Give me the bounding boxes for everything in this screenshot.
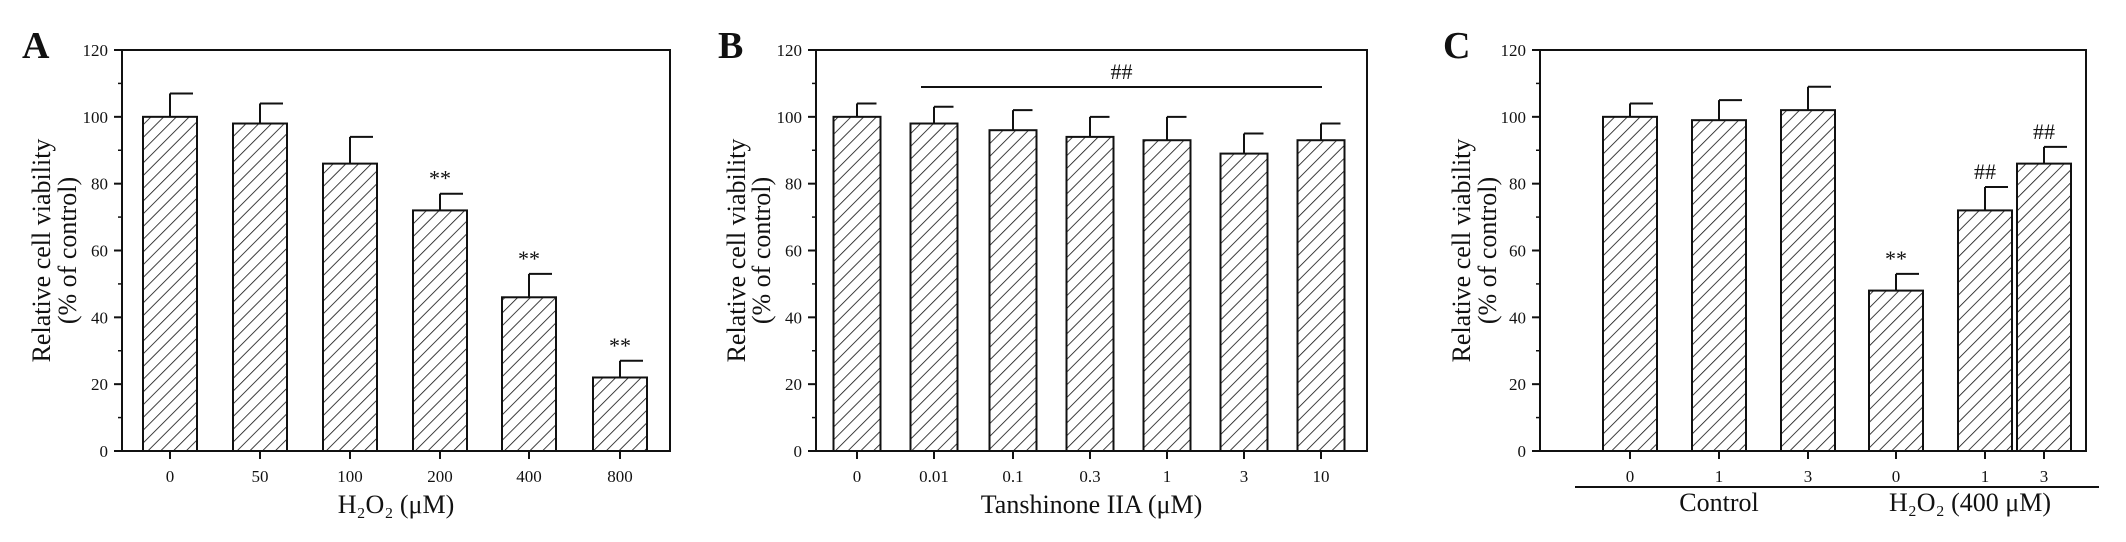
x-tick-label: 200 <box>427 467 453 486</box>
bar <box>909 122 959 453</box>
x-tick-label: 0 <box>166 467 175 486</box>
group-label: Control <box>1679 488 1758 517</box>
y-tick-label: 40 <box>91 308 108 327</box>
y-tick-label: 20 <box>91 375 108 394</box>
y-tick-label: 40 <box>785 308 802 327</box>
group-label: H₂O₂ (400 μM) <box>1889 488 2051 517</box>
x-tick-label: 100 <box>337 467 363 486</box>
panel-label: A <box>22 25 50 67</box>
x-tick-label: 0.3 <box>1079 467 1100 486</box>
x-tick-label: 3 <box>1804 467 1813 486</box>
bar <box>1219 152 1269 452</box>
bar <box>2016 162 2072 452</box>
x-tick-label: 400 <box>516 467 542 486</box>
significance-label: ** <box>1885 246 1907 271</box>
bar <box>1957 209 2013 452</box>
x-tick-label: 1 <box>1981 467 1990 486</box>
bar <box>1780 109 1836 453</box>
bar <box>988 129 1038 452</box>
y-tick-label: 120 <box>1501 41 1527 60</box>
bar <box>232 122 288 453</box>
y-axis-label: Relative cell viability <box>27 139 56 363</box>
y-tick-label: 80 <box>785 175 802 194</box>
y-tick-label: 120 <box>777 41 803 60</box>
x-tick-label: 0 <box>1626 467 1635 486</box>
x-tick-label: 800 <box>607 467 633 486</box>
y-tick-label: 20 <box>785 375 802 394</box>
significance-label: ** <box>609 333 631 358</box>
panel-label: C <box>1443 25 1470 67</box>
x-tick-label: 3 <box>1240 467 1249 486</box>
y-tick-label: 100 <box>777 108 803 127</box>
significance-label: ## <box>2033 119 2055 144</box>
y-tick-label: 60 <box>1509 242 1526 261</box>
x-tick-label: 0 <box>853 467 862 486</box>
y-axis-label: Relative cell viability <box>1447 139 1476 363</box>
chart-panel-a: A 0 20 40 60 80 100 120 Relative cell viability(… <box>22 25 671 519</box>
y-tick-label: 0 <box>794 442 803 461</box>
x-tick-label: 0.01 <box>919 467 949 486</box>
y-axis-label: (% of control) <box>1473 177 1502 324</box>
y-axis-label: (% of control) <box>53 177 82 324</box>
x-axis-label: Tanshinone IIA (μM) <box>981 490 1203 519</box>
bar <box>1868 289 1924 452</box>
bar <box>142 115 198 452</box>
x-tick-label: 50 <box>252 467 269 486</box>
bar <box>1142 139 1192 452</box>
bar <box>1691 119 1747 453</box>
y-tick-label: 100 <box>83 108 109 127</box>
x-tick-label: 10 <box>1313 467 1330 486</box>
y-tick-label: 60 <box>785 242 802 261</box>
y-axis-label: (% of control) <box>747 177 776 324</box>
plot-frame <box>121 49 671 452</box>
y-tick-label: 0 <box>1518 442 1527 461</box>
bar <box>1296 139 1346 452</box>
y-axis-label: Relative cell viability <box>722 139 751 363</box>
bar <box>412 209 468 452</box>
y-tick-label: 20 <box>1509 375 1526 394</box>
x-tick-label: 1 <box>1163 467 1172 486</box>
y-tick-label: 80 <box>91 175 108 194</box>
bar <box>832 115 882 452</box>
significance-label: ## <box>1974 159 1996 184</box>
y-tick-label: 80 <box>1509 175 1526 194</box>
bar <box>1602 115 1658 452</box>
bar <box>322 162 378 452</box>
x-tick-label: 0 <box>1892 467 1901 486</box>
bar <box>1065 135 1115 452</box>
y-tick-label: 40 <box>1509 308 1526 327</box>
bar <box>592 376 648 453</box>
y-tick-label: 120 <box>83 41 109 60</box>
significance-label: ** <box>429 166 451 191</box>
x-tick-label: 3 <box>2040 467 2049 486</box>
panel-label: B <box>718 25 743 67</box>
y-tick-label: 0 <box>100 442 109 461</box>
y-tick-label: 60 <box>91 242 108 261</box>
x-axis-label: H₂O₂ (μM) <box>338 490 455 519</box>
bar <box>501 296 557 452</box>
x-tick-label: 0.1 <box>1002 467 1023 486</box>
significance-label: ** <box>518 246 540 271</box>
x-tick-label: 1 <box>1715 467 1724 486</box>
y-tick-label: 100 <box>1501 108 1527 127</box>
bracket-label: ## <box>1111 59 1133 84</box>
